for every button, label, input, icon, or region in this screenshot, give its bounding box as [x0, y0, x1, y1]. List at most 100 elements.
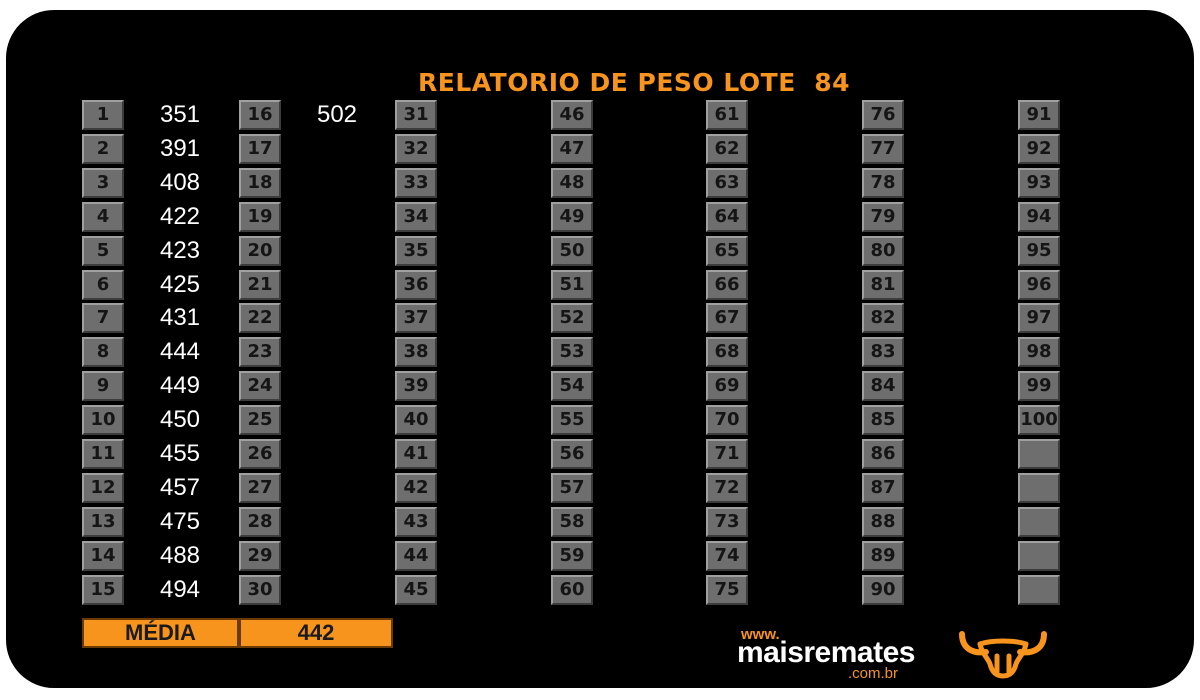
weight-value — [593, 370, 705, 402]
lot-number-cell: 17 — [239, 134, 281, 164]
lot-number-cell: 91 — [1018, 100, 1060, 130]
lot-number-cell: 60 — [551, 575, 593, 605]
lot-number-cell: 55 — [551, 405, 593, 435]
lot-number-cell: 24 — [239, 371, 281, 401]
lot-number-cell: 95 — [1018, 236, 1060, 266]
lot-number-cell: 70 — [706, 405, 748, 435]
lot-number-cell: 53 — [551, 337, 593, 367]
weight-value — [281, 540, 393, 572]
lot-number-cell: 66 — [706, 270, 748, 300]
lot-number-cell — [1018, 439, 1060, 469]
lot-number-cell: 36 — [395, 270, 437, 300]
weight-value — [1060, 540, 1172, 572]
weight-value — [748, 370, 860, 402]
weight-value: 408 — [159, 169, 201, 196]
lot-number-cell: 38 — [395, 337, 437, 367]
lot-number-cell: 90 — [862, 575, 904, 605]
lot-number-cell: 77 — [862, 134, 904, 164]
weight-value — [748, 472, 860, 504]
weight-value — [904, 404, 1016, 436]
lot-number-cell — [1018, 541, 1060, 571]
weight-value — [281, 404, 393, 436]
weight-value — [748, 167, 860, 199]
weight-value: 425 — [159, 271, 201, 298]
lot-number-cell: 56 — [551, 439, 593, 469]
lot-number-cell: 14 — [82, 541, 124, 571]
lot-number-cell: 45 — [395, 575, 437, 605]
weight-value — [904, 506, 1016, 538]
weight-value — [437, 336, 549, 368]
weight-value — [748, 574, 860, 606]
lot-number-cell: 92 — [1018, 134, 1060, 164]
weight-value — [1060, 99, 1172, 131]
lot-number-cell: 81 — [862, 270, 904, 300]
weight-value: 450 — [159, 406, 201, 433]
lot-number-cell: 32 — [395, 134, 437, 164]
weight-value — [748, 235, 860, 267]
weight-value — [1060, 201, 1172, 233]
lot-number-cell: 69 — [706, 371, 748, 401]
lot-number-cell: 99 — [1018, 371, 1060, 401]
lot-number-cell: 2 — [82, 134, 124, 164]
lot-number-cell: 75 — [706, 575, 748, 605]
lot-number-cell — [1018, 575, 1060, 605]
weight-value — [437, 370, 549, 402]
lot-number-cell: 85 — [862, 405, 904, 435]
lot-number-cell: 6 — [82, 270, 124, 300]
lot-number-cell: 76 — [862, 100, 904, 130]
lot-number-cell: 5 — [82, 236, 124, 266]
weight-value: 488 — [159, 542, 201, 569]
weight-value — [904, 438, 1016, 470]
weight-value: 457 — [159, 474, 201, 501]
lot-number-cell: 40 — [395, 405, 437, 435]
weight-value — [748, 99, 860, 131]
lot-number-cell: 57 — [551, 473, 593, 503]
logo-www-text: www. — [741, 626, 780, 643]
weight-value — [281, 235, 393, 267]
weight-value — [593, 302, 705, 334]
lot-number-cell: 94 — [1018, 202, 1060, 232]
lot-number-cell: 46 — [551, 100, 593, 130]
lot-number-cell: 9 — [82, 371, 124, 401]
weight-value — [904, 472, 1016, 504]
weight-value — [281, 472, 393, 504]
lot-number-cell: 49 — [551, 202, 593, 232]
average-label: MÉDIA — [82, 618, 239, 648]
weight-value — [593, 438, 705, 470]
weight-value — [748, 336, 860, 368]
weight-value — [904, 540, 1016, 572]
lot-number-cell: 33 — [395, 168, 437, 198]
lot-number-cell: 7 — [82, 303, 124, 333]
lot-number-cell: 28 — [239, 507, 281, 537]
weight-value — [1060, 302, 1172, 334]
logo-domain-text: .com.br — [848, 665, 899, 682]
weight-value — [437, 235, 549, 267]
lot-number-cell: 65 — [706, 236, 748, 266]
weight-value — [748, 133, 860, 165]
lot-number-cell: 73 — [706, 507, 748, 537]
weight-value — [748, 201, 860, 233]
lot-number-cell: 93 — [1018, 168, 1060, 198]
weight-value: 422 — [159, 203, 201, 230]
average-value: 442 — [239, 618, 393, 648]
lot-number-cell: 10 — [82, 405, 124, 435]
weight-value — [281, 370, 393, 402]
weight-value: 444 — [159, 338, 201, 365]
lot-number-cell: 52 — [551, 303, 593, 333]
lot-number-cell: 78 — [862, 168, 904, 198]
lot-number-cell: 71 — [706, 439, 748, 469]
weight-value — [748, 540, 860, 572]
weight-value — [437, 574, 549, 606]
lot-number-cell: 100 — [1018, 405, 1060, 435]
lot-number-cell: 67 — [706, 303, 748, 333]
weight-value — [593, 269, 705, 301]
weight-value — [748, 438, 860, 470]
lot-number-cell: 13 — [82, 507, 124, 537]
lot-number-cell: 47 — [551, 134, 593, 164]
weight-value — [904, 133, 1016, 165]
weight-value — [281, 438, 393, 470]
weight-value — [904, 370, 1016, 402]
weight-value — [437, 269, 549, 301]
lot-number-cell: 58 — [551, 507, 593, 537]
weight-value — [593, 472, 705, 504]
